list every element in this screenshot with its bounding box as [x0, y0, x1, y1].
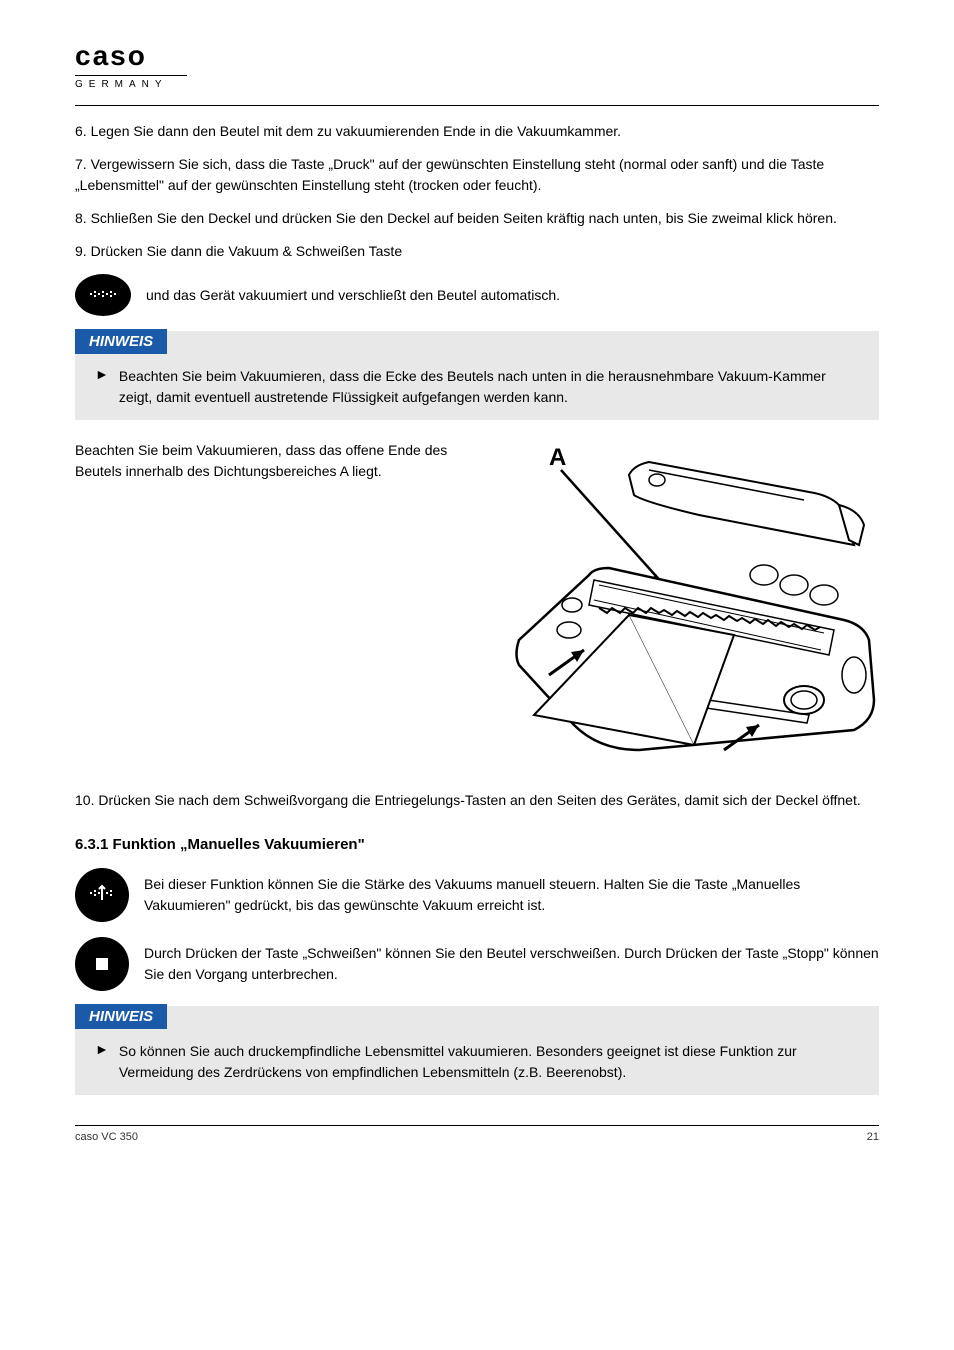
- bullet-arrow-icon: ►: [95, 366, 109, 382]
- step-8-text: 8. Schließen Sie den Deckel und drücken …: [75, 208, 879, 229]
- step-6-text: 6. Legen Sie dann den Beutel mit dem zu …: [75, 121, 879, 142]
- section-6-3-1-heading: 6.3.1 Funktion „Manuelles Vakuumieren": [75, 836, 879, 853]
- notice-box-2: HINWEIS ► So können Sie auch druckempfin…: [75, 1006, 879, 1095]
- logo-subtext: GERMANY: [75, 79, 187, 90]
- manual-vacuum-row: Bei dieser Funktion können Sie die Stärk…: [75, 868, 879, 922]
- diagram-section: Beachten Sie beim Vakuumieren, dass das …: [75, 440, 879, 775]
- stop-icon: [75, 937, 129, 991]
- vacuum-seal-text: und das Gerät vakuumiert und verschließt…: [146, 285, 560, 306]
- notice-text-2: So können Sie auch druckempfindliche Leb…: [119, 1041, 859, 1083]
- step-7-text: 7. Vergewissern Sie sich, dass die Taste…: [75, 154, 879, 196]
- step-10-text: 10. Drücken Sie nach dem Schweißvorgang …: [75, 790, 879, 811]
- page-header: caso GERMANY: [75, 40, 879, 106]
- manual-vacuum-text: Bei dieser Funktion können Sie die Stärk…: [144, 874, 879, 916]
- logo-brand: caso: [75, 40, 187, 76]
- step-9-text: 9. Drücken Sie dann die Vakuum & Schweiß…: [75, 241, 879, 262]
- vacuum-seal-icon: [75, 274, 131, 316]
- notice-label-1: HINWEIS: [75, 329, 167, 354]
- notice-box-1: HINWEIS ► Beachten Sie beim Vakuumieren,…: [75, 331, 879, 420]
- page-footer: caso VC 350 21: [75, 1126, 879, 1143]
- diagram-caption: Beachten Sie beim Vakuumieren, dass das …: [75, 440, 479, 482]
- vacuum-sealer-diagram: A: [499, 440, 879, 770]
- stop-row: Durch Drücken der Taste „Schweißen" könn…: [75, 937, 879, 991]
- header-divider: [75, 105, 879, 106]
- footer-left: caso VC 350: [75, 1131, 138, 1143]
- logo: caso GERMANY: [75, 40, 187, 90]
- notice-text-1: Beachten Sie beim Vakuumieren, dass die …: [119, 366, 859, 408]
- notice-label-2: HINWEIS: [75, 1004, 167, 1029]
- footer-right: 21: [867, 1131, 879, 1143]
- vacuum-seal-row: und das Gerät vakuumiert und verschließt…: [75, 274, 879, 316]
- manual-vacuum-icon: [75, 868, 129, 922]
- stop-text: Durch Drücken der Taste „Schweißen" könn…: [144, 943, 879, 985]
- bullet-arrow-icon: ►: [95, 1041, 109, 1057]
- svg-text:A: A: [549, 444, 566, 471]
